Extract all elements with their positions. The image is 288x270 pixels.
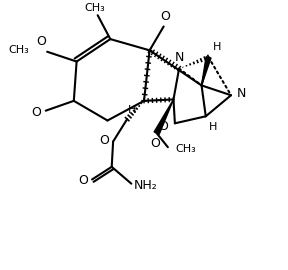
- Text: H: H: [128, 105, 136, 115]
- Text: O: O: [158, 120, 168, 133]
- Text: CH₃: CH₃: [84, 3, 105, 13]
- Text: O: O: [160, 10, 170, 23]
- Text: O: O: [99, 134, 109, 147]
- Text: CH₃: CH₃: [8, 45, 29, 55]
- Text: O: O: [150, 137, 160, 150]
- Text: NH₂: NH₂: [134, 180, 158, 193]
- Text: N: N: [175, 50, 184, 63]
- Polygon shape: [154, 99, 173, 134]
- Text: O: O: [32, 106, 41, 119]
- Text: O: O: [78, 174, 88, 187]
- Text: H: H: [209, 123, 217, 133]
- Text: O: O: [36, 35, 46, 48]
- Text: N: N: [237, 87, 246, 100]
- Polygon shape: [202, 57, 211, 85]
- Text: CH₃: CH₃: [175, 144, 196, 154]
- Text: H: H: [213, 42, 221, 52]
